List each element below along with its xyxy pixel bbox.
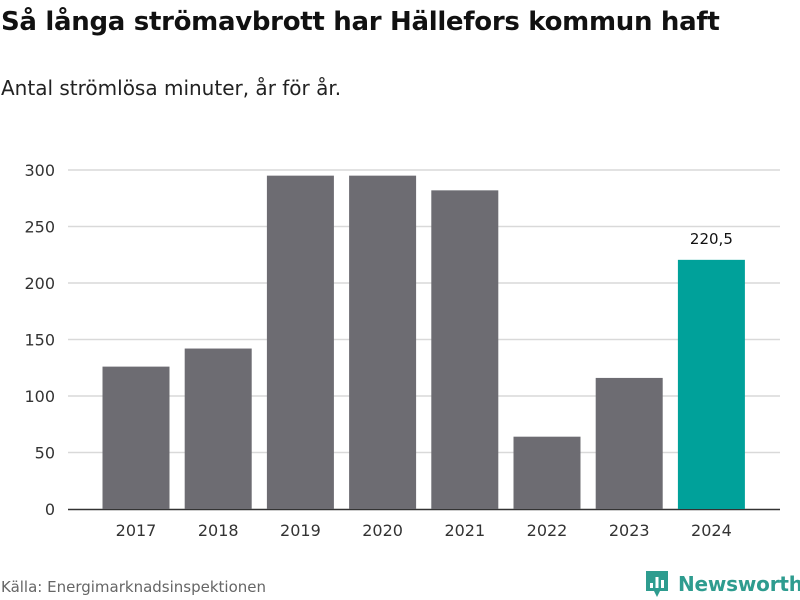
y-tick-label: 300 <box>24 161 55 180</box>
newsworthy-logo-text: Newsworthy <box>678 572 800 596</box>
x-tick-label: 2019 <box>280 521 321 540</box>
x-tick-label: 2023 <box>609 521 650 540</box>
bar-2021[interactable] <box>431 190 499 509</box>
x-tick-label: 2022 <box>527 521 568 540</box>
chart-subtitle: Antal strömlösa minuter, år för år. <box>1 76 342 100</box>
bar-2017[interactable] <box>102 366 170 509</box>
chart-title: Så långa strömavbrott har Hällefors komm… <box>1 7 720 37</box>
bar-2018[interactable] <box>184 348 252 509</box>
newsworthy-logo[interactable]: Newsworthy <box>644 569 800 599</box>
gridlines <box>68 169 780 511</box>
data-label: 220,5 <box>690 230 733 248</box>
x-tick-label: 2018 <box>198 521 239 540</box>
bar-2024[interactable] <box>677 259 745 509</box>
y-tick-label: 250 <box>24 218 55 237</box>
x-tick-label: 2024 <box>691 521 732 540</box>
bar-2019[interactable] <box>266 175 334 509</box>
x-tick-label: 2017 <box>116 521 157 540</box>
bar-2023[interactable] <box>595 377 663 509</box>
source-note: Källa: Energimarknadsinspektionen <box>1 578 267 596</box>
bar-2020[interactable] <box>349 175 417 509</box>
x-tick-label: 2021 <box>444 521 485 540</box>
y-tick-label: 100 <box>24 387 55 406</box>
labels: 0 50 100 150 200 250 300 2017 2018 2019 2020 2021 20… <box>24 161 732 540</box>
x-tick-label: 2020 <box>362 521 403 540</box>
y-tick-label: 200 <box>24 274 55 293</box>
bar-2022[interactable] <box>513 436 581 509</box>
y-tick-label: 150 <box>24 331 55 350</box>
y-tick-label: 0 <box>45 500 55 519</box>
bars <box>102 175 745 509</box>
newsworthy-logo-icon <box>646 571 668 597</box>
y-tick-label: 50 <box>35 444 55 463</box>
